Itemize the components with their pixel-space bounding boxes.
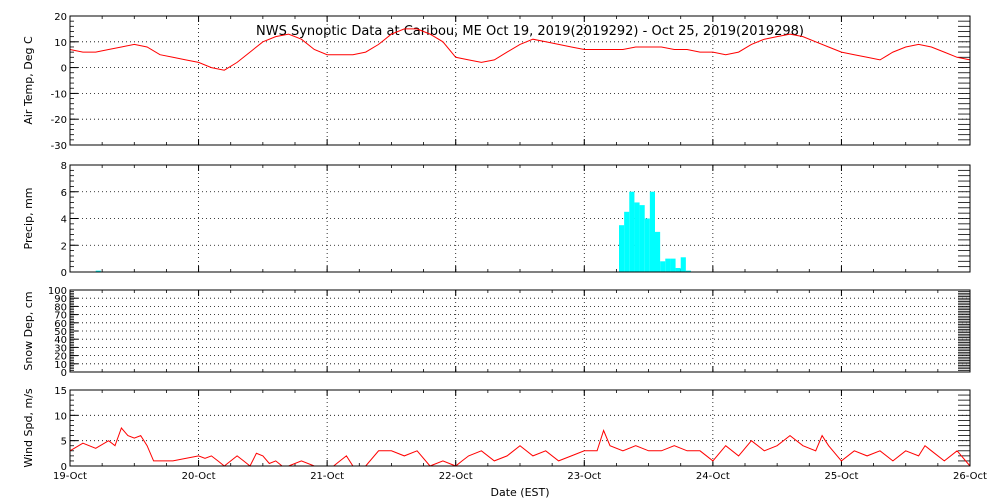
y-tick-label: 70 (54, 311, 67, 322)
x-axis-title: Date (EST) (490, 486, 549, 499)
precip-bar (624, 211, 630, 272)
y-tick-label: 50 (54, 327, 67, 338)
x-tick-label: 19-Oct (53, 471, 87, 482)
x-tick-label: 24-Oct (696, 471, 730, 482)
x-tick-label: 23-Oct (567, 471, 601, 482)
y-tick-label: 2 (61, 241, 67, 252)
chart-title: NWS Synoptic Data at Caribou, ME Oct 19,… (256, 24, 804, 39)
precip-bar (655, 231, 661, 272)
y-tick-label: -20 (51, 115, 67, 126)
y-tick-label: 100 (48, 286, 67, 297)
y-tick-label: 8 (61, 161, 67, 172)
y-tick-label: 4 (61, 215, 67, 226)
y-tick-label: 0 (61, 64, 67, 75)
precip-frame (69, 164, 971, 273)
precip-bar (665, 258, 671, 272)
precip-bar (644, 218, 650, 272)
y-tick-label: 20 (54, 352, 67, 363)
x-tick-label: 22-Oct (439, 471, 473, 482)
precip-bar (634, 202, 640, 272)
wind-speed-y-axis-label: Wind Spd, m/s (22, 388, 35, 468)
x-tick-label: 26-Oct (953, 471, 987, 482)
wind-speed-panel: 0 5 10 15 Wind Spd, m/s (22, 386, 971, 473)
y-tick-label: 0 (61, 462, 67, 473)
y-tick-label: 40 (54, 335, 67, 346)
precip-bar (675, 267, 681, 272)
y-tick-label: 10 (54, 360, 67, 371)
snow-depth-y-axis-label: Snow Dep, cm (22, 291, 35, 370)
x-tick-label: 20-Oct (182, 471, 216, 482)
y-tick-label: 10 (54, 411, 67, 422)
precip-bar (660, 261, 666, 272)
y-tick-label: 30 (54, 343, 67, 354)
precip-bar (680, 257, 686, 272)
y-tick-label: 20 (54, 12, 67, 23)
x-tick-label: 21-Oct (310, 471, 344, 482)
precip-bar (629, 191, 635, 272)
precip-bar (639, 205, 645, 272)
y-tick-label: 0 (61, 368, 67, 379)
y-tick-label: -30 (51, 141, 67, 152)
y-tick-label: 5 (61, 437, 67, 448)
y-tick-label: 6 (61, 188, 67, 199)
air-temp-series-line (69, 28, 971, 71)
y-tick-label: 80 (54, 302, 67, 313)
y-tick-label: -10 (51, 89, 67, 100)
precip-bar (95, 270, 101, 272)
y-tick-label: 90 (54, 294, 67, 305)
x-tick-label: 25-Oct (824, 471, 858, 482)
air-temp-frame (69, 15, 971, 146)
snow-depth-frame (69, 289, 971, 373)
precip-bar (649, 191, 655, 272)
precip-panel: 0 2 4 6 8 Precip, mm (22, 161, 971, 279)
wind-speed-frame (69, 389, 971, 467)
y-tick-label: 15 (54, 386, 67, 397)
y-tick-label: 0 (61, 268, 67, 279)
air-temp-y-axis-label: Air Temp, Deg C (22, 36, 35, 125)
precip-y-axis-label: Precip, mm (22, 188, 35, 250)
air-temp-panel: -30 -20 -10 0 10 20 Air Temp, Deg C (22, 12, 971, 152)
precip-bar (619, 225, 625, 272)
precip-bar (685, 270, 691, 272)
wind-speed-series-line (69, 427, 971, 467)
y-tick-label: 10 (54, 38, 67, 49)
precip-bar (670, 258, 676, 272)
y-tick-label: 60 (54, 319, 67, 330)
